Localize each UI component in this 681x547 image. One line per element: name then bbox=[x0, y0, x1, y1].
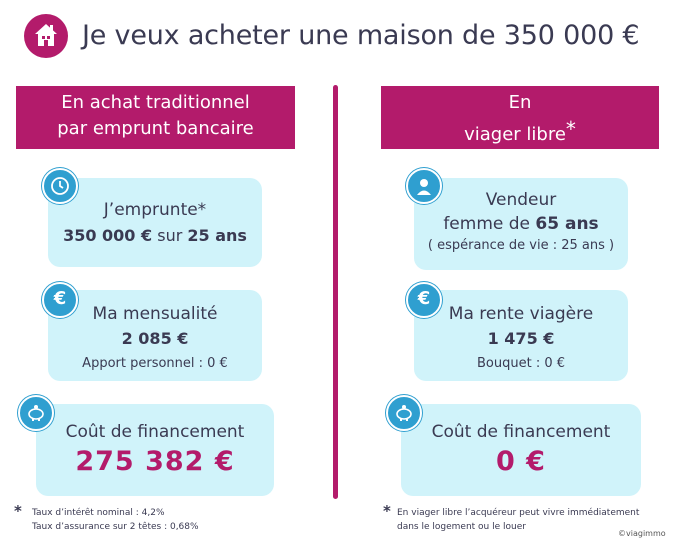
left-header-line1: En achat traditionnel bbox=[61, 92, 250, 113]
footnote-star-right: * bbox=[383, 502, 391, 520]
loan-label: J’emprunte* bbox=[103, 200, 207, 220]
cost-title-left: Coût de financement bbox=[65, 422, 245, 442]
seller-title: Vendeur bbox=[485, 190, 557, 210]
piggy-bank-icon bbox=[396, 405, 412, 421]
euro-icon: € bbox=[53, 288, 67, 309]
house-icon bbox=[35, 24, 57, 46]
right-header-line1: En bbox=[508, 92, 532, 113]
footnote-right: En viager libre l’acquéreur peut vivre i… bbox=[397, 506, 639, 534]
euro-icon: € bbox=[417, 288, 431, 309]
annuity-title: Ma rente viagère bbox=[448, 304, 594, 324]
woman-avatar-icon bbox=[417, 179, 431, 195]
annuity-note: Bouquet : 0 € bbox=[476, 356, 566, 371]
footnote-right-line2: dans le logement ou le louer bbox=[397, 522, 526, 532]
loan-card: J’emprunte* 350 000 € sur 25 ans bbox=[48, 178, 262, 267]
euro-badge-left: € bbox=[42, 282, 78, 318]
footnote-left-line1: Taux d’intérêt nominal : 4,2% bbox=[32, 508, 165, 518]
left-header-line2: par emprunt bancaire bbox=[57, 118, 254, 139]
seller-pre: femme de bbox=[443, 214, 530, 234]
footnote-right-line1: En viager libre l’acquéreur peut vivre i… bbox=[397, 508, 640, 518]
column-divider bbox=[333, 85, 338, 499]
loan-amount: 350 000 € bbox=[63, 226, 153, 245]
right-header-star: * bbox=[565, 117, 576, 141]
seller-life-expectancy: ( espérance de vie : 25 ans ) bbox=[427, 238, 615, 253]
clock-icon bbox=[51, 177, 69, 195]
clock-badge bbox=[42, 168, 78, 204]
right-section-header: En viager libre* bbox=[381, 86, 659, 149]
piggy-bank-icon bbox=[28, 405, 44, 421]
loan-sur: sur bbox=[157, 226, 183, 245]
seller-card: Vendeur femme de 65 ans ( espérance de v… bbox=[414, 178, 628, 270]
monthly-card: Ma mensualité 2 085 € Apport personnel :… bbox=[48, 290, 262, 381]
monthly-title: Ma mensualité bbox=[92, 304, 218, 324]
credit: ©viagimmo bbox=[618, 529, 666, 538]
left-section-header: En achat traditionnel par emprunt bancai… bbox=[16, 86, 295, 149]
cost-amount-left: 275 382 € bbox=[75, 446, 235, 477]
footnote-star-left: * bbox=[14, 502, 22, 520]
cost-amount-right: 0 € bbox=[496, 446, 546, 477]
house-badge bbox=[24, 14, 68, 58]
annuity-card: Ma rente viagère 1 475 € Bouquet : 0 € bbox=[414, 290, 628, 381]
piggy-badge-left bbox=[18, 395, 54, 431]
annuity-amount: 1 475 € bbox=[487, 329, 555, 348]
monthly-note: Apport personnel : 0 € bbox=[82, 356, 228, 371]
woman-badge bbox=[406, 168, 442, 204]
loan-years: 25 ans bbox=[187, 226, 247, 245]
cost-card-left: Coût de financement 275 382 € bbox=[36, 404, 274, 496]
seller-age: 65 ans bbox=[535, 214, 599, 234]
cost-title-right: Coût de financement bbox=[431, 422, 611, 442]
right-header-line2: viager libre bbox=[464, 124, 566, 145]
euro-badge-right: € bbox=[406, 282, 442, 318]
footnote-left-line2: Taux d’assurance sur 2 têtes : 0,68% bbox=[32, 522, 199, 532]
footnote-left: Taux d’intérêt nominal : 4,2% Taux d’ass… bbox=[32, 506, 199, 534]
monthly-amount: 2 085 € bbox=[121, 329, 189, 348]
cost-card-right: Coût de financement 0 € bbox=[401, 404, 641, 496]
piggy-badge-right bbox=[386, 395, 422, 431]
page-title: Je veux acheter une maison de 350 000 € bbox=[82, 20, 640, 51]
